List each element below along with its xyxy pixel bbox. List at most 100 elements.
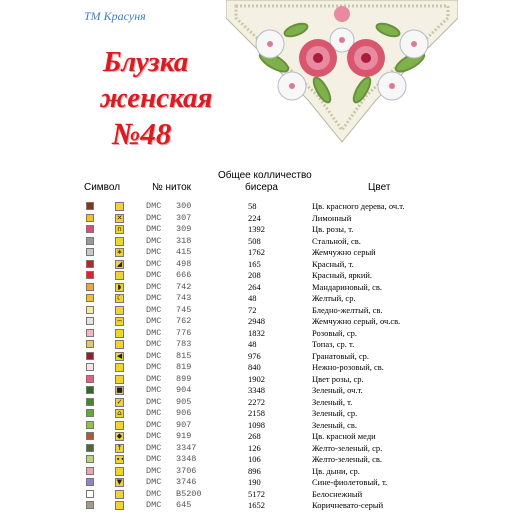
symbol-cell: ▼ (115, 478, 124, 487)
thread-number: B5200 (176, 488, 202, 499)
color-swatch (86, 271, 94, 279)
bead-count: 48 (248, 339, 257, 349)
table-row: ∙∙ DMC 3348 106 Желто-зеленый, св. (0, 454, 523, 465)
color-swatch (86, 374, 94, 383)
table-row: DMC 776 1832 Розовый, ср. (0, 328, 523, 339)
table-row: ◗ DMC 742 264 Мандариновый, св. (0, 282, 523, 293)
color-name: Топаз, ср. т. (312, 339, 355, 349)
color-name: Красный, яркий. (312, 270, 373, 280)
symbol-cell: ↑ (115, 443, 124, 453)
color-name: Лимонный (312, 212, 352, 223)
table-row: DMC 300 58 Цв. красного дерева, оч.т. (0, 201, 523, 212)
symbol-cell: ✕ (115, 213, 124, 223)
table-row: DMC 907 1098 Зеленый, св. (0, 420, 523, 431)
thread-brand: DMC (146, 408, 162, 418)
color-name: Желто-зеленый, ср. (312, 442, 383, 453)
color-name: Желто-зеленый, св. (312, 454, 382, 464)
bead-count: 48 (248, 293, 257, 303)
bead-count: 1902 (248, 373, 265, 384)
color-name: Цв. красного дерева, оч.т. (312, 201, 405, 211)
thread-number: 3706 (176, 465, 197, 476)
embroidery-pattern-image (226, 0, 458, 143)
color-name: Розовый, ср. (312, 327, 357, 338)
symbol-cell: ∩ (115, 225, 124, 234)
thread-brand: DMC (146, 316, 162, 326)
thread-number: 905 (176, 396, 192, 407)
thread-brand: DMC (146, 235, 162, 246)
bead-count: 264 (248, 281, 261, 292)
bead-count: 1392 (248, 224, 265, 234)
header-beads: бисера (245, 182, 278, 193)
symbol-cell (115, 501, 124, 510)
color-swatch (86, 236, 94, 245)
symbol-cell (115, 374, 124, 384)
thread-number: 743 (176, 293, 192, 303)
header-total: Общее колличество (218, 170, 312, 181)
color-name: Жемчужно серый, оч.св. (312, 316, 401, 326)
bead-count: 1098 (248, 419, 265, 430)
header-symbol: Символ (84, 182, 121, 193)
thread-number: 819 (176, 362, 192, 372)
thread-brand: DMC (146, 419, 162, 430)
thread-number: 307 (176, 212, 192, 223)
symbol-cell: ◗ (115, 282, 124, 292)
color-name: Коричневато-серый (312, 500, 384, 510)
color-name: Стальной, св. (312, 235, 361, 246)
color-swatch (86, 397, 94, 406)
bead-count: 72 (248, 304, 257, 315)
color-swatch (86, 213, 94, 222)
bead-count: 2948 (248, 316, 265, 326)
thread-brand: DMC (146, 350, 162, 361)
thread-brand: DMC (146, 431, 162, 441)
symbol-cell (115, 202, 124, 211)
thread-brand: DMC (146, 224, 162, 234)
thread-number: 919 (176, 431, 192, 441)
color-swatch (86, 294, 94, 302)
color-swatch (86, 501, 94, 509)
header-thread: № ниток (152, 182, 192, 193)
symbol-cell (115, 305, 124, 315)
thread-number: 666 (176, 270, 192, 280)
color-swatch (86, 443, 94, 452)
table-row: ▼ DMC 3746 190 Сине-фиолетовый, т. (0, 477, 523, 488)
color-swatch (86, 386, 94, 394)
symbol-cell (115, 340, 124, 349)
thread-brand: DMC (146, 304, 162, 315)
thread-number: 3746 (176, 477, 197, 487)
color-name: Зеленый, оч.т. (312, 385, 363, 395)
thread-number: 415 (176, 247, 192, 257)
color-swatch (86, 363, 94, 371)
thread-number: 815 (176, 350, 192, 361)
symbol-cell (115, 466, 124, 476)
symbol-cell: ◆ (115, 432, 124, 441)
color-swatch (86, 305, 94, 314)
color-name: Гранатовый, ср. (312, 350, 370, 361)
bead-count: 224 (248, 212, 261, 223)
table-row: DMC 666 208 Красный, яркий. (0, 270, 523, 281)
color-name: Красный, т. (312, 258, 354, 269)
thread-brand: DMC (146, 212, 162, 223)
bead-count: 3348 (248, 385, 265, 395)
thread-number: 776 (176, 327, 192, 338)
symbol-cell (115, 363, 124, 372)
color-name: Зеленый, т. (312, 396, 353, 407)
thread-number: 309 (176, 224, 192, 234)
thread-brand: DMC (146, 258, 162, 269)
color-name: Белоснежный (312, 488, 363, 499)
color-name: Цв. красной меди (312, 431, 376, 441)
thread-brand: DMC (146, 385, 162, 395)
thread-number: 3348 (176, 454, 197, 464)
table-row: ◀ DMC 815 976 Гранатовый, ср. (0, 351, 523, 362)
symbol-cell: ◀ (115, 351, 124, 361)
brand-label: ТМ Красуня (84, 9, 146, 23)
thread-brand: DMC (146, 270, 162, 280)
symbol-cell: ✓ (115, 397, 124, 407)
table-row: DMC 645 1652 Коричневато-серый (0, 500, 523, 511)
color-swatch (86, 478, 94, 486)
color-name: Цвет розы, ср. (312, 373, 364, 384)
color-name: Зеленый, св. (312, 419, 358, 430)
symbol-cell: ■ (115, 386, 124, 395)
bead-count: 208 (248, 270, 261, 280)
thread-number: 645 (176, 500, 192, 510)
thread-brand: DMC (146, 396, 162, 407)
